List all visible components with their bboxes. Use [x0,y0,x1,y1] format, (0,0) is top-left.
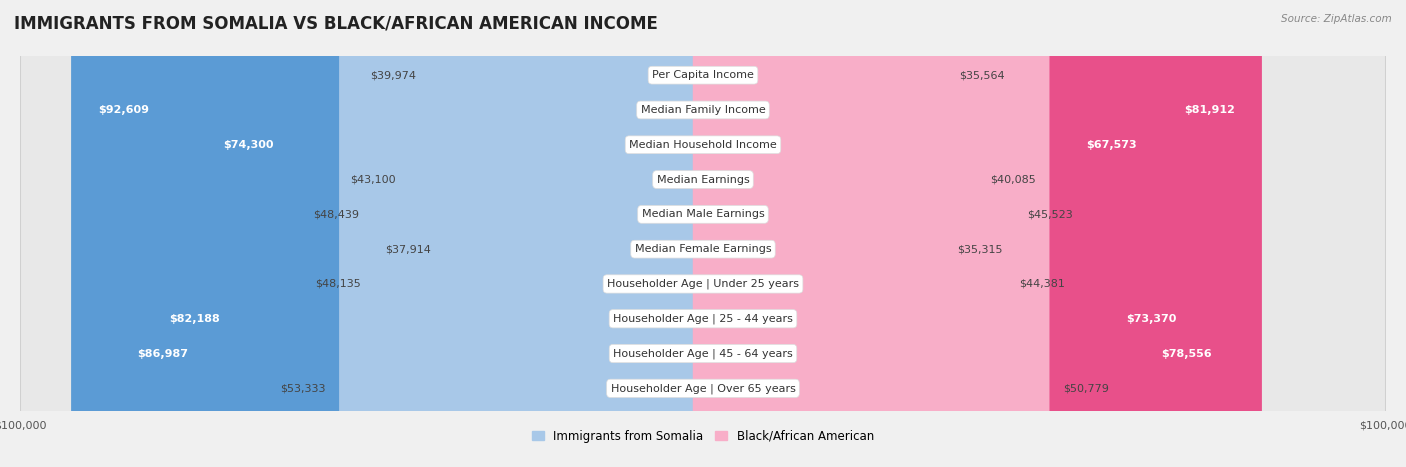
Text: Householder Age | 45 - 64 years: Householder Age | 45 - 64 years [613,348,793,359]
FancyBboxPatch shape [72,0,713,467]
Text: $37,914: $37,914 [385,244,430,254]
FancyBboxPatch shape [21,0,1385,467]
Text: Median Male Earnings: Median Male Earnings [641,209,765,219]
Text: Median Female Earnings: Median Female Earnings [634,244,772,254]
FancyBboxPatch shape [339,0,713,467]
FancyBboxPatch shape [21,0,1385,467]
FancyBboxPatch shape [693,0,1049,467]
Text: $50,779: $50,779 [1063,383,1109,393]
FancyBboxPatch shape [21,0,1385,467]
Text: $92,609: $92,609 [98,105,149,115]
FancyBboxPatch shape [693,0,1005,467]
Text: Median Household Income: Median Household Income [628,140,778,150]
FancyBboxPatch shape [693,0,1204,467]
Text: $35,564: $35,564 [959,70,1005,80]
FancyBboxPatch shape [21,0,1385,467]
Text: Householder Age | Under 25 years: Householder Age | Under 25 years [607,279,799,289]
FancyBboxPatch shape [374,0,713,467]
Text: $73,370: $73,370 [1126,314,1177,324]
FancyBboxPatch shape [142,0,713,467]
Text: Householder Age | 25 - 44 years: Householder Age | 25 - 44 years [613,313,793,324]
FancyBboxPatch shape [430,0,713,467]
FancyBboxPatch shape [21,0,1385,467]
Text: Median Earnings: Median Earnings [657,175,749,184]
Text: Median Family Income: Median Family Income [641,105,765,115]
Text: $44,381: $44,381 [1019,279,1066,289]
Text: $67,573: $67,573 [1087,140,1137,150]
Text: $48,439: $48,439 [314,209,359,219]
FancyBboxPatch shape [693,0,943,467]
FancyBboxPatch shape [693,0,1239,467]
FancyBboxPatch shape [693,0,977,467]
Text: $40,085: $40,085 [990,175,1036,184]
Text: $43,100: $43,100 [350,175,395,184]
FancyBboxPatch shape [693,0,946,467]
Text: $81,912: $81,912 [1184,105,1234,115]
Text: $39,974: $39,974 [371,70,416,80]
FancyBboxPatch shape [21,0,1385,467]
FancyBboxPatch shape [373,0,713,467]
FancyBboxPatch shape [693,0,1164,467]
Text: $74,300: $74,300 [224,140,274,150]
Text: Source: ZipAtlas.com: Source: ZipAtlas.com [1281,14,1392,24]
FancyBboxPatch shape [21,0,1385,467]
Legend: Immigrants from Somalia, Black/African American: Immigrants from Somalia, Black/African A… [527,425,879,448]
FancyBboxPatch shape [693,0,1263,467]
Text: $78,556: $78,556 [1161,348,1212,359]
Text: $45,523: $45,523 [1028,209,1073,219]
Text: $48,135: $48,135 [315,279,361,289]
Text: $86,987: $86,987 [136,348,188,359]
FancyBboxPatch shape [110,0,713,467]
FancyBboxPatch shape [409,0,713,467]
FancyBboxPatch shape [21,0,1385,467]
FancyBboxPatch shape [693,0,1014,467]
Text: $82,188: $82,188 [170,314,221,324]
FancyBboxPatch shape [21,0,1385,467]
FancyBboxPatch shape [195,0,713,467]
Text: IMMIGRANTS FROM SOMALIA VS BLACK/AFRICAN AMERICAN INCOME: IMMIGRANTS FROM SOMALIA VS BLACK/AFRICAN… [14,14,658,32]
FancyBboxPatch shape [21,0,1385,467]
Text: $53,333: $53,333 [280,383,325,393]
FancyBboxPatch shape [444,0,713,467]
Text: Per Capita Income: Per Capita Income [652,70,754,80]
Text: Householder Age | Over 65 years: Householder Age | Over 65 years [610,383,796,394]
Text: $35,315: $35,315 [957,244,1002,254]
